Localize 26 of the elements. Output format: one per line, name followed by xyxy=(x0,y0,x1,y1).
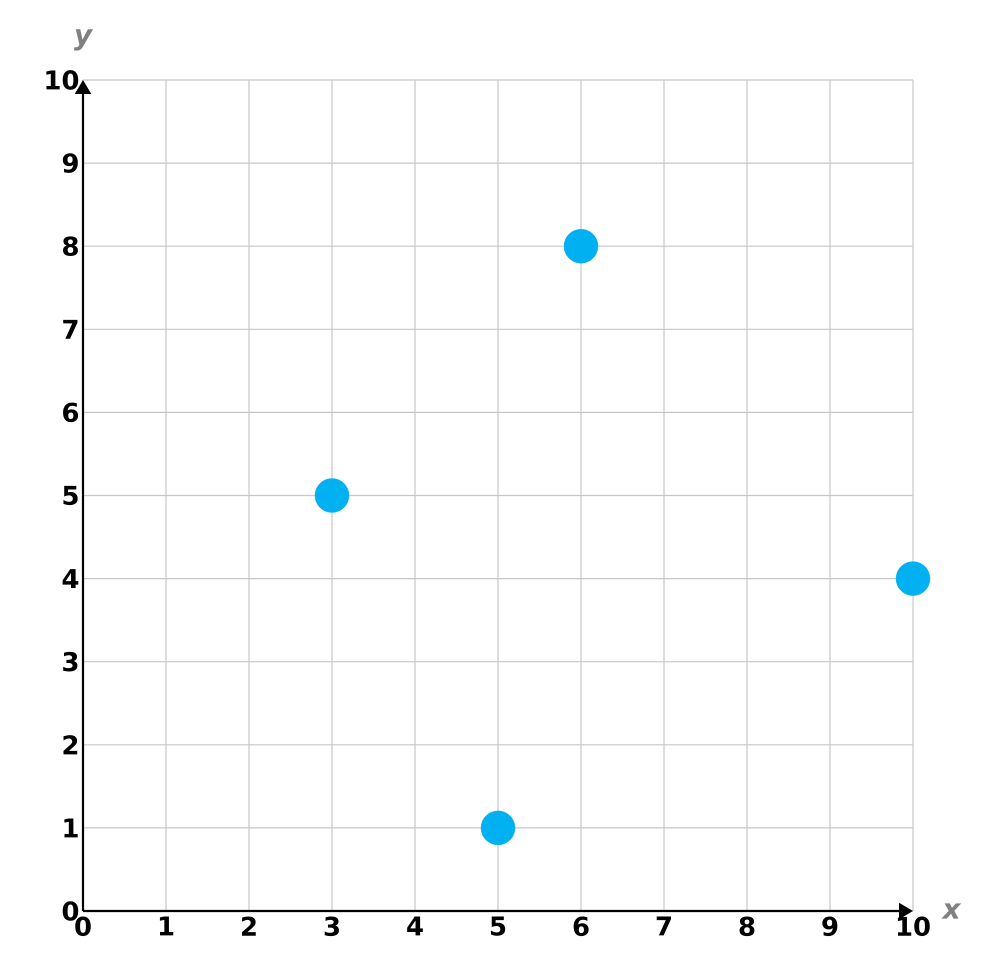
point xyxy=(896,561,930,596)
y-tick-label: 10 xyxy=(46,70,78,90)
x-tick-label: 4 xyxy=(407,916,423,936)
x-axis-title: x xyxy=(941,903,962,919)
point xyxy=(564,228,598,264)
x-tick-label: 1 xyxy=(160,916,174,936)
y-tick-label: 7 xyxy=(63,320,78,339)
y-tick-label: 9 xyxy=(62,153,78,173)
y-tick-label: 3 xyxy=(63,652,78,672)
x-tick-label: 10 xyxy=(898,916,930,936)
y-tick-label: 8 xyxy=(63,236,78,256)
x-tick-label: 8 xyxy=(740,916,754,936)
point xyxy=(314,478,350,513)
x-tick-label: 9 xyxy=(822,916,838,936)
point xyxy=(480,810,516,846)
y-tick-label: 4 xyxy=(62,569,78,588)
y-tick-label: 2 xyxy=(64,735,78,754)
x-tick-label: 2 xyxy=(242,916,256,936)
x-tick-label: 7 xyxy=(656,916,671,936)
y-tick-label: 6 xyxy=(63,402,78,422)
x-tick-label: 6 xyxy=(574,916,589,936)
y-tick-label: 1 xyxy=(64,818,78,838)
y-tick-label: 5 xyxy=(63,486,78,506)
x-tick-label: 3 xyxy=(324,916,339,936)
y-axis-title: y xyxy=(74,29,94,50)
x-tick-label: 5 xyxy=(490,916,506,936)
